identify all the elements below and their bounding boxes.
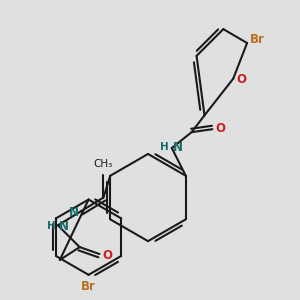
Text: H: H [160,142,169,152]
Text: Br: Br [250,32,265,46]
Text: N: N [173,140,183,154]
Text: O: O [102,248,112,262]
Text: O: O [236,73,246,86]
Text: CH₃: CH₃ [94,159,113,169]
Text: N: N [69,206,79,219]
Text: O: O [215,122,225,135]
Text: N: N [59,220,69,233]
Text: Br: Br [81,280,96,293]
Text: H: H [47,221,56,231]
